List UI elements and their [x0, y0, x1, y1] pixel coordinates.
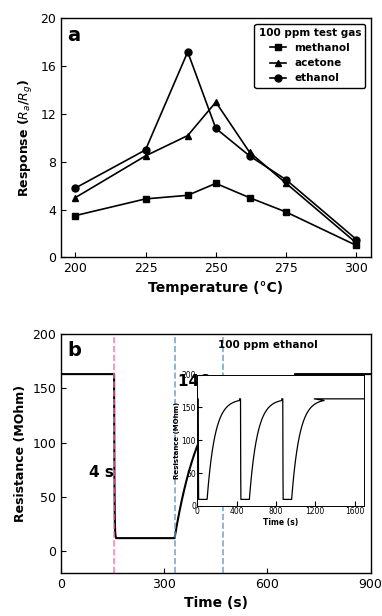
acetone — [185, 132, 190, 139]
Text: 146 s: 146 s — [178, 374, 224, 389]
Y-axis label: Resistance (MOhm): Resistance (MOhm) — [14, 385, 27, 522]
ethanol — [73, 184, 78, 192]
Line: methanol: methanol — [72, 180, 360, 249]
acetone — [354, 240, 359, 247]
ethanol — [214, 124, 218, 132]
ethanol — [354, 236, 359, 243]
Line: ethanol: ethanol — [72, 49, 360, 243]
methanol — [185, 192, 190, 199]
ethanol — [185, 48, 190, 55]
ethanol — [143, 146, 148, 153]
methanol — [354, 242, 359, 249]
Legend: methanol, acetone, ethanol: methanol, acetone, ethanol — [254, 23, 365, 87]
Text: 4 s: 4 s — [89, 465, 113, 480]
Y-axis label: Response ($R_a$/$R_g$): Response ($R_a$/$R_g$) — [17, 79, 35, 197]
methanol — [214, 180, 218, 187]
acetone — [143, 152, 148, 160]
Text: 100 ppm ethanol: 100 ppm ethanol — [217, 340, 317, 350]
Line: acetone: acetone — [72, 99, 360, 246]
methanol — [284, 208, 288, 216]
Text: b: b — [67, 341, 81, 360]
methanol — [247, 194, 252, 201]
methanol — [143, 195, 148, 203]
acetone — [247, 148, 252, 156]
Text: a: a — [67, 26, 81, 44]
X-axis label: Temperature (°C): Temperature (°C) — [148, 281, 283, 295]
acetone — [214, 99, 218, 106]
methanol — [73, 212, 78, 219]
acetone — [73, 194, 78, 201]
ethanol — [247, 152, 252, 160]
acetone — [284, 180, 288, 187]
ethanol — [284, 176, 288, 184]
X-axis label: Time (s): Time (s) — [184, 596, 248, 610]
